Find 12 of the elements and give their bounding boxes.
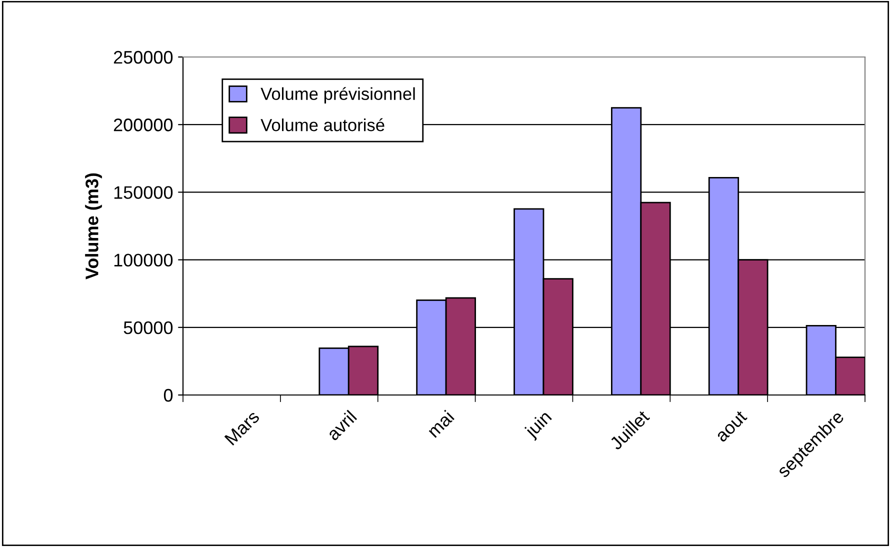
y-tick-label: 200000 <box>114 118 173 132</box>
x-tick-label: mai <box>426 410 455 438</box>
y-tick-label: 100000 <box>114 254 173 267</box>
y-tick-label: 0 <box>164 388 173 402</box>
x-tick-label: juin <box>523 410 555 441</box>
legend-label: Volume autorisé <box>260 118 384 132</box>
y-axis-title: Volume (m3) <box>85 173 102 280</box>
x-tick-label: aout <box>715 410 748 443</box>
y-tick-label: 50000 <box>124 321 173 334</box>
legend-label: Volume prévisionnel <box>260 87 415 104</box>
y-tick-label: 150000 <box>114 186 173 199</box>
y-tick-label: 250000 <box>114 50 173 64</box>
